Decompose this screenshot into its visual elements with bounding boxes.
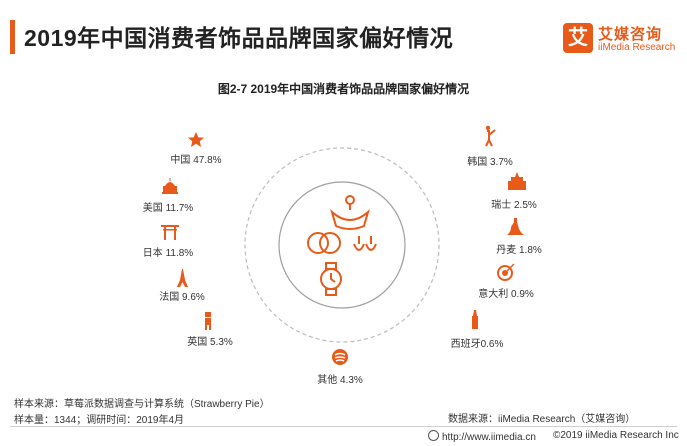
sample-size: 样本量：1344；调研时间：2019年4月 (14, 415, 185, 426)
copyright: ©2019 iiMedia Research Inc (553, 430, 679, 441)
inner-ring (278, 181, 406, 309)
logo-text-cn: 艾媒咨询 (598, 26, 663, 43)
mermaid-icon (507, 218, 524, 235)
iimedia-logo: 艾 艾媒咨询 iiMedia Research (563, 23, 681, 57)
country-label: 意大利 0.9% (478, 287, 534, 300)
page-title: 2019年中国消费者饰品品牌国家偏好情况 (24, 25, 454, 51)
data-source: 数据来源：iiMedia Research（艾媒咨询） (448, 414, 636, 425)
capitol-icon (162, 178, 178, 194)
globe-icon (332, 349, 348, 365)
figure-icon (485, 125, 496, 147)
globe-icon (428, 430, 439, 441)
watch-icon (320, 262, 342, 296)
outer-dashed-ring (244, 147, 440, 343)
crown-pendant-icon (330, 195, 370, 230)
country-label: 日本 11.8% (143, 246, 193, 259)
logo-text-en: iiMedia Research (598, 42, 676, 53)
country-label: 法国 9.6% (159, 290, 205, 303)
earrings-icon (353, 236, 377, 251)
country-label: 其他 4.3% (317, 373, 363, 386)
country-label: 中国 47.8% (170, 153, 221, 166)
title-accent-bar (10, 20, 15, 54)
logo-mark: 艾 (563, 23, 593, 53)
building-icon (508, 172, 526, 190)
country-label: 韩国 3.7% (467, 155, 513, 168)
footer-divider (10, 426, 677, 427)
eiffel-tower-icon (177, 269, 188, 287)
site-url-text: http://www.iimedia.cn (442, 432, 536, 443)
country-label: 美国 11.7% (143, 201, 193, 214)
site-url[interactable]: http://www.iimedia.cn (428, 430, 536, 443)
country-label: 瑞士 2.5% (491, 198, 537, 211)
country-icons (161, 125, 526, 365)
torii-icon (161, 225, 179, 240)
country-label: 丹麦 1.8% (496, 244, 542, 256)
country-labels: 中国 47.8% 美国 11.7% 日本 11.8% 法国 9.6% 英国 5.3% 其他… (143, 153, 542, 386)
tower-icon (472, 310, 478, 329)
target-icon (497, 263, 515, 281)
country-label: 西班牙0.6% (451, 338, 504, 350)
guard-icon (205, 312, 211, 330)
country-label: 英国 5.3% (187, 335, 233, 348)
jewelry-illustration (307, 195, 377, 296)
star-icon (188, 132, 204, 147)
sample-source: 样本来源：草莓派数据调查与计算系统（Strawberry Pie） (14, 399, 270, 410)
rings-icon (307, 232, 341, 254)
chart-title: 图2-7 2019年中国消费者饰品品牌国家偏好情况 (217, 82, 470, 96)
